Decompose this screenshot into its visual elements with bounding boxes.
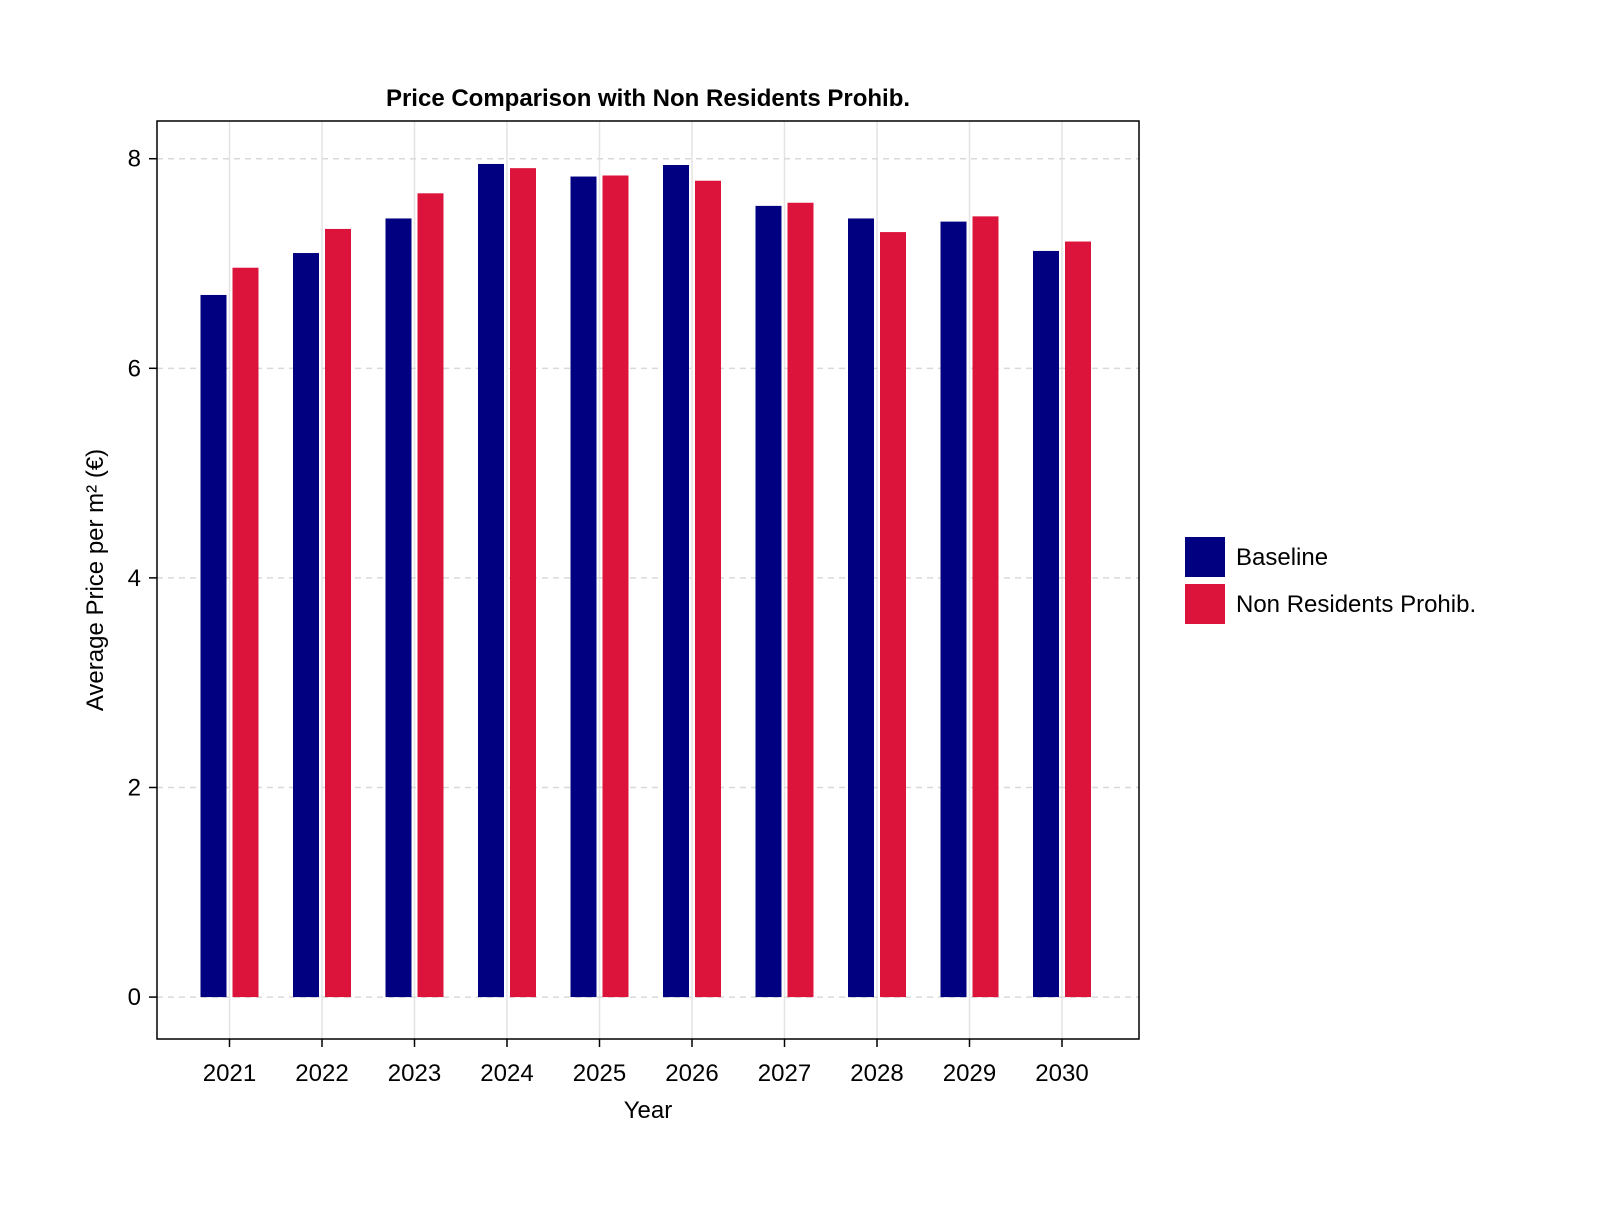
x-tick-label: 2024 [480,1060,533,1087]
bar-non-residents-prohib-2022 [325,228,351,998]
bar-non-residents-prohib-2028 [880,232,906,998]
x-axis-title: Year [624,1097,673,1124]
bar-baseline-2027 [755,205,782,998]
x-tick-label: 2028 [850,1060,903,1087]
legend-label: Non Residents Prohib. [1236,591,1476,618]
x-tick-label: 2030 [1035,1060,1088,1087]
x-tick-label: 2025 [573,1060,626,1087]
bar-non-residents-prohib-2030 [1065,241,1091,998]
x-tick-label: 2027 [758,1060,811,1087]
x-axis-ticks: 2021 2022 2023 2024 2025 2026 2027 2028 2029 2030 [203,1039,1089,1087]
x-tick-label: 2023 [388,1060,441,1087]
legend-swatch [1185,537,1225,577]
bar-baseline-2026 [663,165,689,998]
bars [200,163,1091,998]
y-tick-label: 2 [128,774,141,801]
bar-baseline-2022 [293,253,319,998]
plot-frame [156,120,1140,1040]
x-tick-label: 2021 [203,1060,256,1087]
bar-baseline-2023 [385,218,412,998]
legend-swatch [1185,584,1225,624]
x-tick-label: 2026 [665,1060,718,1087]
bar-non-residents-prohib-2027 [787,202,814,998]
chart-title: Price Comparison with Non Residents Proh… [386,85,910,112]
bar-non-residents-prohib-2029 [972,216,999,998]
legend: Baseline Non Residents Prohib. [1185,537,1476,624]
bar-baseline-2028 [848,218,874,998]
bar-baseline-2029 [940,221,967,998]
bar-non-residents-prohib-2021 [232,267,259,998]
bar-baseline-2025 [570,176,597,998]
y-axis-ticks: 0 2 4 6 8 [128,146,157,1011]
bar-baseline-2030 [1033,250,1059,998]
bar-baseline-2021 [200,294,227,998]
x-tick-label: 2029 [943,1060,996,1087]
bar-non-residents-prohib-2026 [695,180,721,998]
y-tick-label: 6 [128,355,141,382]
y-tick-label: 8 [128,146,141,173]
y-axis-title: Average Price per m² (€) [82,449,109,711]
y-tick-label: 0 [128,984,141,1011]
legend-label: Baseline [1236,544,1328,571]
y-tick-label: 4 [128,565,141,592]
bar-baseline-2024 [478,163,504,998]
x-tick-label: 2022 [295,1060,348,1087]
bar-non-residents-prohib-2023 [417,193,444,998]
bar-non-residents-prohib-2024 [510,168,536,998]
bar-non-residents-prohib-2025 [602,175,629,998]
